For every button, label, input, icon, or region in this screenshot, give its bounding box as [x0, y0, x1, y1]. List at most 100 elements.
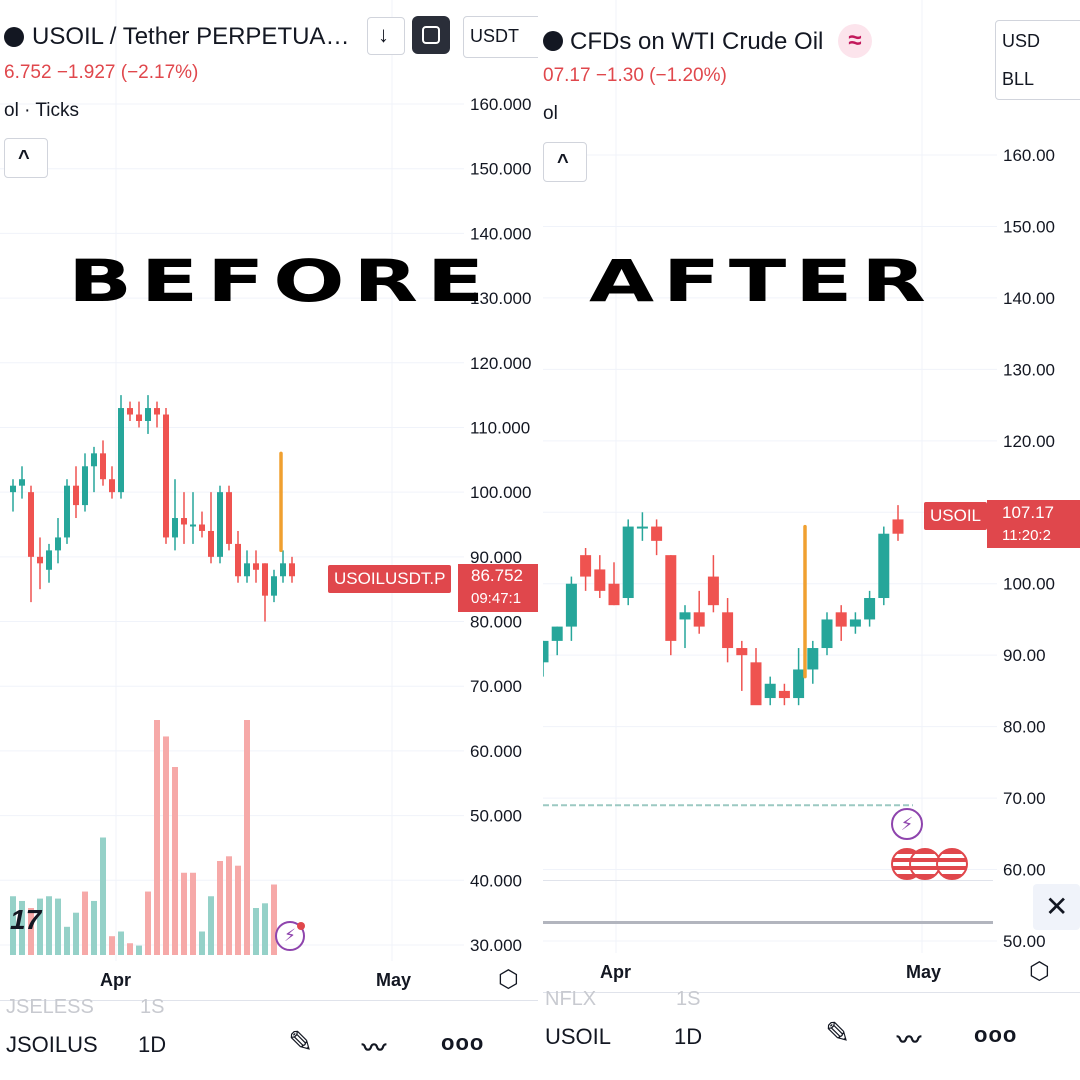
candle-body — [636, 526, 648, 529]
candle-body — [199, 524, 205, 531]
candle-body — [91, 453, 97, 467]
candle-body — [37, 556, 43, 564]
settings-hex-icon: ⬡ — [498, 966, 519, 993]
candle-body — [172, 518, 178, 538]
candle-body — [181, 518, 187, 525]
candle-body — [136, 414, 142, 421]
timeframe-button[interactable]: 1D — [674, 1024, 703, 1049]
volume-bar — [109, 936, 115, 955]
collapse-indicators-button[interactable]: ^ — [543, 142, 587, 182]
y-tick-label: 140.00 — [1003, 289, 1055, 308]
candle-body — [693, 612, 705, 627]
candle-body — [864, 598, 876, 620]
candle-body — [722, 612, 734, 649]
candle-body — [736, 648, 748, 656]
close-pane-button[interactable]: ✕ — [1033, 884, 1080, 930]
candle-body — [280, 563, 286, 577]
volume-indicator-label[interactable]: ol — [543, 103, 558, 124]
candle-body — [262, 563, 268, 596]
candle-body — [707, 576, 719, 606]
y-tick-label: 100.000 — [470, 483, 531, 502]
y-tick-label: 130.00 — [1003, 360, 1055, 379]
bar-countdown: 11:20:2 — [1002, 527, 1051, 544]
candle-body — [849, 619, 861, 627]
y-tick-label: 30.000 — [470, 936, 522, 955]
volume-bar — [118, 931, 124, 955]
us-flag-icon[interactable] — [909, 848, 941, 880]
x-tick-label: May — [906, 962, 941, 982]
trend-icon[interactable]: 〰 — [362, 1035, 386, 1062]
candle-body — [835, 612, 847, 627]
y-tick-label: 70.00 — [1003, 789, 1046, 808]
chart-settings-button[interactable]: ⬡ — [1027, 957, 1057, 987]
y-tick-label: 50.000 — [470, 807, 522, 826]
candle-body — [19, 479, 25, 486]
us-flag-icon[interactable] — [936, 848, 968, 880]
candle-body — [821, 619, 833, 649]
candle-body — [878, 533, 890, 599]
volume-glyph: 17 — [10, 904, 42, 935]
candle-body — [235, 543, 241, 577]
candle-body — [127, 408, 133, 415]
active-symbol-button[interactable]: USOIL — [545, 1024, 612, 1049]
volume-bar — [271, 884, 277, 955]
symbol-price-tag: USOIL — [924, 502, 988, 530]
volume-bar — [163, 736, 169, 955]
y-tick-label: 50.00 — [1003, 932, 1046, 951]
before-chart-canvas: 160.000 150.000 140.000 130.000 120.000 110.0… — [0, 0, 531, 990]
flash-icon[interactable]: ⚡ — [275, 921, 305, 951]
candle-body — [100, 453, 106, 480]
candle-body — [892, 519, 904, 534]
candle-body — [28, 492, 34, 557]
active-symbol-button[interactable]: JSOILUS — [6, 1032, 98, 1057]
candle-body — [608, 583, 620, 606]
chart-settings-button[interactable]: ⬡ — [496, 965, 526, 995]
last-price-badge: 107.17 11:20:2 — [987, 500, 1080, 548]
volume-bar — [127, 943, 133, 955]
volume-bar — [181, 872, 187, 955]
candle-body — [109, 479, 115, 493]
y-tick-label: 130.000 — [470, 289, 531, 308]
collapse-indicators-button[interactable]: ^ — [4, 138, 48, 178]
price-change-quote: 6.752 −1.927 (−2.17%) — [4, 62, 199, 83]
symbol-title[interactable]: CFDs on WTI Crude Oil — [570, 28, 824, 55]
volume-bar — [253, 908, 259, 955]
candle-body — [163, 414, 169, 538]
sync-icon — [422, 26, 440, 44]
volume-bar — [91, 900, 97, 955]
y-tick-label: 40.000 — [470, 871, 522, 890]
before-caption: BEFORE — [68, 247, 493, 315]
currency-selector[interactable]: USDT — [463, 16, 538, 58]
trend-icon[interactable]: 〰 — [897, 1027, 921, 1054]
volume-bar — [100, 837, 106, 955]
last-price: 86.752 — [471, 566, 523, 585]
watchlist-ghost-timeframe: 1S — [140, 996, 165, 1018]
y-tick-label: 90.000 — [470, 548, 522, 567]
y-tick-label: 90.00 — [1003, 646, 1046, 665]
volume-bar — [37, 898, 43, 955]
sync-chart-button[interactable] — [412, 16, 450, 54]
download-button[interactable]: ↓ — [367, 17, 405, 55]
candle-body — [764, 683, 776, 699]
pencil-icon[interactable]: ✎ — [825, 1017, 851, 1050]
volume-bar — [262, 903, 268, 955]
volume-bar — [244, 720, 250, 955]
candle-body — [217, 492, 223, 557]
more-icon[interactable]: ooo — [441, 1030, 485, 1055]
after-caption: AFTER — [589, 247, 935, 315]
flash-icon[interactable]: ⚡ — [891, 808, 923, 840]
currency-selector[interactable]: USD BLL — [995, 20, 1080, 100]
more-icon[interactable]: ooo — [974, 1022, 1018, 1047]
panel-divider — [538, 0, 543, 1080]
close-icon: ✕ — [1045, 891, 1069, 922]
x-tick-label: Apr — [100, 970, 131, 990]
candle-body — [594, 569, 606, 591]
pencil-icon[interactable]: ✎ — [288, 1026, 314, 1059]
candle-body — [64, 485, 70, 538]
symbol-title[interactable]: USOIL / Tether PERPETUA… — [32, 23, 350, 50]
y-tick-label: 80.00 — [1003, 718, 1046, 737]
volume-bar — [28, 908, 34, 955]
volume-indicator-label[interactable]: ol · Ticks — [4, 100, 79, 121]
timeframe-button[interactable]: 1D — [138, 1032, 167, 1057]
volume-bar — [64, 926, 70, 955]
